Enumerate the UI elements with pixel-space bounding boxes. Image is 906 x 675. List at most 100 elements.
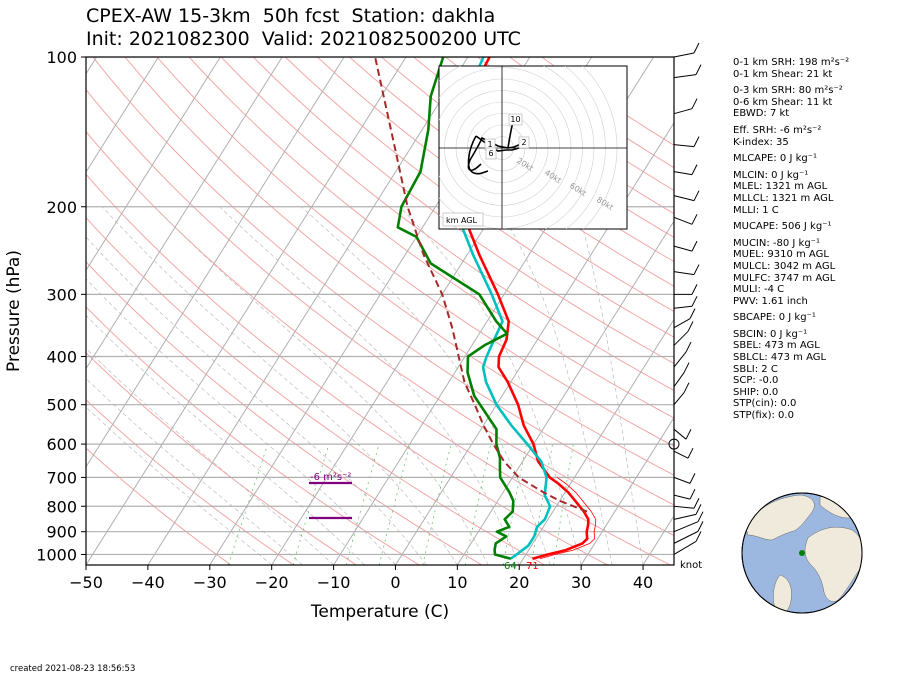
mixing-ratio-line bbox=[464, 444, 492, 565]
wind-barb bbox=[673, 372, 685, 387]
stat-line: Eff. SRH: -6 m²s⁻² bbox=[733, 124, 822, 136]
moist-adiabat bbox=[497, 206, 613, 565]
wind-barb-flag bbox=[689, 308, 696, 319]
wind-barb-flag bbox=[691, 296, 698, 307]
wind-barb bbox=[673, 505, 695, 509]
stat-line: MLLI: 1 C bbox=[733, 204, 779, 216]
wind-barb-flag bbox=[693, 498, 700, 509]
y-tick-label: 300 bbox=[46, 285, 77, 304]
x-tick-label: 30 bbox=[571, 573, 591, 592]
y-tick-label: 600 bbox=[46, 435, 77, 454]
wind-barb bbox=[673, 74, 697, 79]
chart-title-line1: CPEX-AW 15-3km 50h fcst Station: dakhla bbox=[86, 5, 496, 27]
stat-line: MUCIN: -80 J kg⁻¹ bbox=[733, 237, 820, 249]
wind-barb bbox=[673, 541, 697, 555]
stat-line: STP(fix): 0.0 bbox=[733, 410, 794, 422]
y-tick-label: 400 bbox=[46, 348, 77, 367]
stat-line: 0-1 km SRH: 198 m²s⁻² bbox=[733, 57, 850, 68]
dry-adiabat bbox=[316, 57, 674, 312]
isotherm bbox=[456, 220, 674, 565]
wind-barb-flag bbox=[695, 531, 702, 542]
x-tick-label: 40 bbox=[633, 573, 653, 592]
wind-barb bbox=[673, 195, 695, 202]
virtual-temperature-line bbox=[539, 477, 597, 560]
mixing-ratio-line bbox=[228, 443, 269, 565]
moist-adiabat bbox=[102, 206, 458, 565]
x-axis-label: Temperature (C) bbox=[310, 602, 449, 622]
stat-line: SBCAPE: 0 J kg⁻¹ bbox=[733, 312, 816, 324]
srh-markers: -6 m²s⁻² 64 71 bbox=[309, 472, 539, 572]
mixing-ratio-line bbox=[292, 443, 330, 565]
moist-adiabat bbox=[86, 314, 365, 565]
chart-title-line2: Init: 2021082300 Valid: 2021082500200 UT… bbox=[86, 28, 521, 50]
dewpoint-surface-label: 64 bbox=[504, 561, 517, 572]
mixing-ratio-line bbox=[422, 444, 452, 565]
dry-adiabat bbox=[284, 57, 674, 338]
stat-line: MLCAPE: 0 J kg⁻¹ bbox=[733, 153, 818, 165]
isotherm bbox=[86, 57, 221, 272]
wind-barb-flag bbox=[687, 321, 694, 332]
hodo-corner-label: km AGL bbox=[446, 216, 478, 225]
stat-line: PWV: 1.61 inch bbox=[733, 295, 808, 307]
dry-adiabat bbox=[92, 57, 674, 506]
dry-adiabat bbox=[86, 261, 483, 565]
wind-barb-flag bbox=[689, 473, 696, 484]
wind-barb bbox=[673, 530, 699, 544]
hodo-height-1: 1 bbox=[487, 140, 492, 149]
wind-barb bbox=[673, 245, 693, 252]
isotherm bbox=[86, 57, 407, 565]
dry-adiabat bbox=[86, 447, 232, 565]
mixing-ratio-line bbox=[530, 444, 553, 565]
wind-barbs bbox=[668, 42, 704, 555]
profile-line-2 bbox=[396, 57, 515, 560]
mixing-ratio-line bbox=[502, 444, 527, 565]
dry-adiabat bbox=[156, 57, 674, 447]
x-tick-label: 10 bbox=[447, 573, 467, 592]
wind-barb-flag bbox=[685, 341, 692, 353]
wind-barb-flag bbox=[685, 428, 692, 440]
stat-line: MLLCL: 1321 m AGL bbox=[733, 192, 834, 204]
wind-barb-flag bbox=[695, 504, 702, 515]
dry-adiabat bbox=[86, 216, 545, 565]
stat-line: SHIP: 0.0 bbox=[733, 386, 779, 398]
dry-adiabat bbox=[252, 57, 674, 365]
y-tick-label: 700 bbox=[46, 468, 77, 487]
moist-adiabat bbox=[399, 206, 582, 565]
wind-barb-flag bbox=[687, 447, 694, 459]
wind-barb bbox=[673, 271, 695, 276]
moist-adiabat bbox=[86, 406, 272, 565]
hodo-height-6: 6 bbox=[488, 149, 493, 158]
hodograph-inset: 20kt 40kt 60kt 80kt 10 2 1 6 km AGL bbox=[438, 65, 628, 230]
isotherm bbox=[86, 57, 283, 370]
moist-adiabat bbox=[154, 206, 489, 565]
x-tick-label: −40 bbox=[131, 573, 165, 592]
wind-barb bbox=[673, 318, 691, 329]
x-tick-label: −50 bbox=[69, 573, 103, 592]
wind-barb bbox=[673, 513, 697, 520]
dry-adiabat bbox=[86, 173, 608, 565]
y-tick-label: 800 bbox=[46, 497, 77, 516]
moist-adiabat bbox=[86, 378, 303, 565]
dry-adiabat bbox=[86, 399, 294, 565]
created-timestamp: created 2021-08-23 18:56:53 bbox=[10, 664, 136, 674]
isotherm bbox=[518, 318, 674, 565]
wind-barb bbox=[673, 494, 691, 500]
hodo-height-2: 2 bbox=[521, 138, 526, 147]
sounding-indices-panel: 0-1 km SRH: 198 m²s⁻² 0-1 km Shear: 21 kt… bbox=[733, 57, 849, 422]
wind-barb-flag bbox=[693, 42, 700, 54]
wind-barb bbox=[673, 216, 693, 225]
hodo-height-10: 10 bbox=[510, 115, 520, 124]
dry-adiabat bbox=[86, 306, 420, 565]
x-tick-label: 20 bbox=[509, 573, 529, 592]
stat-line: MULCL: 3042 m AGL bbox=[733, 260, 836, 272]
stat-line: MULFC: 3747 m AGL bbox=[733, 272, 836, 284]
wind-barb-flag bbox=[691, 164, 698, 175]
wind-barb-flag bbox=[691, 98, 698, 109]
stat-line: 0-1 km Shear: 21 kt bbox=[733, 68, 833, 80]
isotherm bbox=[147, 57, 469, 565]
stat-line: SCP: -0.0 bbox=[733, 375, 779, 387]
wind-barb bbox=[673, 450, 689, 459]
wind-barb-flag bbox=[695, 64, 702, 75]
y-tick-label: 1000 bbox=[36, 545, 77, 564]
wind-barb-flag bbox=[693, 136, 700, 147]
